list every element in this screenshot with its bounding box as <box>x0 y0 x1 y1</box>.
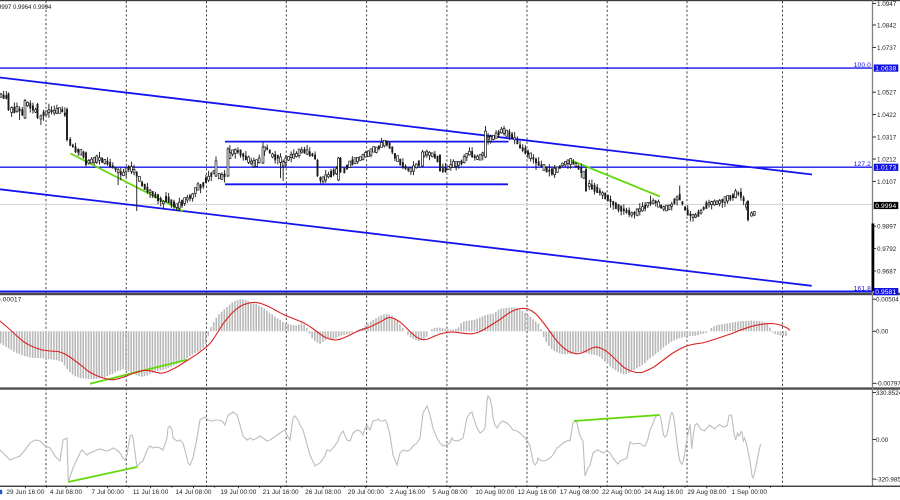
svg-text:21 Jul 16:00: 21 Jul 16:00 <box>263 489 299 496</box>
svg-text:7 Jul 00:00: 7 Jul 00:00 <box>92 489 125 496</box>
svg-text:-0.00797: -0.00797 <box>876 381 900 388</box>
svg-text:0.9581: 0.9581 <box>875 289 896 296</box>
svg-text:0.00017: 0.00017 <box>0 297 22 304</box>
svg-text:5 Aug 08:00: 5 Aug 08:00 <box>432 489 468 496</box>
svg-text:1.0638: 1.0638 <box>875 66 896 73</box>
svg-text:0.9792: 0.9792 <box>877 246 897 253</box>
svg-text:29 Jul 00:00: 29 Jul 00:00 <box>348 489 384 496</box>
svg-text:26 Jul 08:00: 26 Jul 08:00 <box>305 489 341 496</box>
svg-text:1.0422: 1.0422 <box>877 112 897 119</box>
svg-text:0.00504: 0.00504 <box>876 297 899 304</box>
svg-text:1 Sep 00:00: 1 Sep 00:00 <box>732 489 768 496</box>
svg-text:12 Aug 16:00: 12 Aug 16:00 <box>518 489 557 496</box>
svg-text:330.8524: 330.8524 <box>876 390 900 397</box>
svg-text:10 Aug 00:00: 10 Aug 00:00 <box>475 489 514 496</box>
svg-text:0.00: 0.00 <box>876 437 889 444</box>
svg-text:0.9897: 0.9897 <box>877 224 897 231</box>
svg-text:9997 0.9964 0.9994: 9997 0.9964 0.9994 <box>0 5 52 11</box>
svg-text:100.0: 100.0 <box>854 62 871 69</box>
svg-text:0.00: 0.00 <box>876 329 889 336</box>
svg-text:161.8: 161.8 <box>854 285 871 292</box>
svg-text:1.0173: 1.0173 <box>875 165 896 172</box>
svg-text:11 Jul 16:00: 11 Jul 16:00 <box>133 489 169 496</box>
svg-text:127.2: 127.2 <box>854 161 871 168</box>
svg-text:29 Aug 08:00: 29 Aug 08:00 <box>687 489 726 496</box>
svg-text:2 Aug 16:00: 2 Aug 16:00 <box>390 489 426 496</box>
svg-text:1.0317: 1.0317 <box>877 134 897 141</box>
svg-text:0.9687: 0.9687 <box>877 268 897 275</box>
svg-text:29 Jun 16:00: 29 Jun 16:00 <box>6 489 45 496</box>
svg-text:-320.985: -320.985 <box>876 477 900 484</box>
svg-text:1.0947: 1.0947 <box>877 1 897 8</box>
svg-text:14 Jul 08:00: 14 Jul 08:00 <box>175 489 211 496</box>
svg-text:19 Jul 00:00: 19 Jul 00:00 <box>220 489 256 496</box>
svg-text:4 Jul 08:00: 4 Jul 08:00 <box>50 489 83 496</box>
svg-text:24 Aug 16:00: 24 Aug 16:00 <box>644 489 683 496</box>
svg-text:0.9994: 0.9994 <box>875 203 896 210</box>
svg-text:1.0212: 1.0212 <box>877 156 897 163</box>
svg-text:17 Aug 08:00: 17 Aug 08:00 <box>560 489 599 496</box>
svg-text:1.0737: 1.0737 <box>877 45 897 52</box>
svg-text:1.0107: 1.0107 <box>877 179 897 186</box>
svg-text:1.0527: 1.0527 <box>877 90 897 97</box>
svg-text:22 Aug 00:00: 22 Aug 00:00 <box>602 489 641 496</box>
svg-text:1.0842: 1.0842 <box>877 22 897 29</box>
